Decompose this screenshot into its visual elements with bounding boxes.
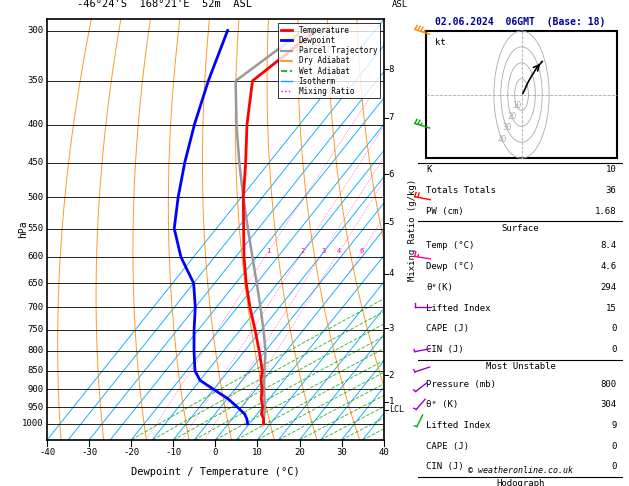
Text: 40: 40 xyxy=(378,448,389,457)
Text: 400: 400 xyxy=(27,120,43,129)
Text: 2: 2 xyxy=(389,371,394,380)
Text: 6: 6 xyxy=(389,170,394,179)
Text: 8: 8 xyxy=(389,65,394,74)
Text: 1.68: 1.68 xyxy=(595,207,616,216)
Text: km
ASL: km ASL xyxy=(392,0,408,9)
Text: 10: 10 xyxy=(606,165,616,174)
Text: LCL: LCL xyxy=(389,405,404,415)
Text: Surface: Surface xyxy=(502,224,539,233)
Text: 30: 30 xyxy=(503,123,511,133)
Text: 950: 950 xyxy=(27,402,43,412)
Text: CAPE (J): CAPE (J) xyxy=(426,324,469,333)
Text: 850: 850 xyxy=(27,366,43,375)
Text: -30: -30 xyxy=(81,448,97,457)
Text: 0: 0 xyxy=(213,448,218,457)
Text: CAPE (J): CAPE (J) xyxy=(426,442,469,451)
Legend: Temperature, Dewpoint, Parcel Trajectory, Dry Adiabat, Wet Adiabat, Isotherm, Mi: Temperature, Dewpoint, Parcel Trajectory… xyxy=(278,23,380,99)
Text: 10: 10 xyxy=(252,448,263,457)
Text: 3: 3 xyxy=(321,248,326,255)
Text: K: K xyxy=(426,165,432,174)
Text: Hodograph: Hodograph xyxy=(496,479,545,486)
Text: 20: 20 xyxy=(294,448,305,457)
Text: 1: 1 xyxy=(389,398,394,406)
Text: CIN (J): CIN (J) xyxy=(426,463,464,471)
Text: 294: 294 xyxy=(601,283,616,292)
Text: Pressure (mb): Pressure (mb) xyxy=(426,380,496,388)
Text: 20: 20 xyxy=(507,112,516,122)
Text: 300: 300 xyxy=(27,26,43,35)
Text: -46°24'S  168°21'E  52m  ASL: -46°24'S 168°21'E 52m ASL xyxy=(77,0,252,9)
Text: 4: 4 xyxy=(389,269,394,278)
Text: 3: 3 xyxy=(389,324,394,332)
Text: 10: 10 xyxy=(512,101,521,110)
Text: 9: 9 xyxy=(611,421,616,430)
Text: 750: 750 xyxy=(27,326,43,334)
Text: © weatheronline.co.uk: © weatheronline.co.uk xyxy=(468,467,573,475)
Text: 0: 0 xyxy=(611,345,616,354)
Text: kt: kt xyxy=(435,38,445,47)
Text: 7: 7 xyxy=(389,113,394,122)
Text: Dewp (°C): Dewp (°C) xyxy=(426,262,475,271)
Text: 650: 650 xyxy=(27,278,43,288)
Text: 700: 700 xyxy=(27,303,43,312)
Text: 4: 4 xyxy=(337,248,342,255)
Text: θᵉ (K): θᵉ (K) xyxy=(426,400,459,409)
Text: PW (cm): PW (cm) xyxy=(426,207,464,216)
Text: 600: 600 xyxy=(27,253,43,261)
Text: Lifted Index: Lifted Index xyxy=(426,421,491,430)
Text: 0: 0 xyxy=(611,442,616,451)
Text: 1: 1 xyxy=(266,248,270,255)
Text: 800: 800 xyxy=(27,347,43,355)
Text: 1000: 1000 xyxy=(21,419,43,428)
Text: 0: 0 xyxy=(611,463,616,471)
Bar xyxy=(426,31,616,158)
Text: 8.4: 8.4 xyxy=(601,241,616,250)
Text: θᵉ(K): θᵉ(K) xyxy=(426,283,454,292)
Text: 0: 0 xyxy=(611,324,616,333)
Text: hPa: hPa xyxy=(19,221,28,239)
Text: Most Unstable: Most Unstable xyxy=(486,362,555,371)
Text: -10: -10 xyxy=(165,448,181,457)
Text: 2: 2 xyxy=(301,248,304,255)
Text: 40: 40 xyxy=(498,135,507,144)
Text: Mixing Ratio (g/kg): Mixing Ratio (g/kg) xyxy=(408,178,417,281)
Text: CIN (J): CIN (J) xyxy=(426,345,464,354)
Text: Temp (°C): Temp (°C) xyxy=(426,241,475,250)
Text: 02.06.2024  06GMT  (Base: 18): 02.06.2024 06GMT (Base: 18) xyxy=(435,17,606,27)
Text: 36: 36 xyxy=(606,186,616,195)
Text: 450: 450 xyxy=(27,158,43,168)
Text: 4.6: 4.6 xyxy=(601,262,616,271)
Text: 550: 550 xyxy=(27,224,43,233)
Text: 500: 500 xyxy=(27,193,43,202)
Text: -40: -40 xyxy=(39,448,55,457)
Text: 800: 800 xyxy=(601,380,616,388)
Text: 900: 900 xyxy=(27,385,43,394)
Text: 5: 5 xyxy=(389,218,394,227)
Text: Totals Totals: Totals Totals xyxy=(426,186,496,195)
Text: 350: 350 xyxy=(27,76,43,86)
Text: 15: 15 xyxy=(606,304,616,312)
Text: Dewpoint / Temperature (°C): Dewpoint / Temperature (°C) xyxy=(131,467,300,477)
Text: 30: 30 xyxy=(337,448,347,457)
Text: Lifted Index: Lifted Index xyxy=(426,304,491,312)
Text: -20: -20 xyxy=(123,448,140,457)
Text: 304: 304 xyxy=(601,400,616,409)
Text: 6: 6 xyxy=(360,248,364,255)
